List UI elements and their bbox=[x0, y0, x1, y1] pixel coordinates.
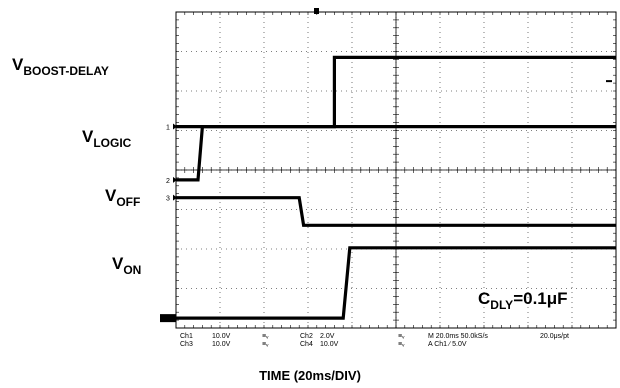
readout-ch2-coupling: ≡ᵥ bbox=[398, 333, 405, 340]
readout-timebase: M 20.0ms 50.0kS/s bbox=[428, 333, 488, 340]
readout-ch4-scale: 10.0V bbox=[320, 341, 339, 348]
channel-marker-2: 2 bbox=[166, 178, 170, 185]
readout-resolution: 20.0μs/pt bbox=[540, 333, 569, 340]
label-voff: VOFF bbox=[105, 186, 141, 209]
readout-trigger: A Ch1 ∕ 5.0V bbox=[428, 341, 467, 348]
readout-ch4-coupling: ≡ᵥ bbox=[398, 341, 405, 348]
readout-ch3: Ch3 bbox=[180, 341, 193, 348]
readout-ch1-coupling: ≡ᵥ bbox=[262, 333, 269, 340]
channel-marker-arrow bbox=[173, 194, 177, 201]
readout-ch2-scale: 2.0V bbox=[320, 333, 335, 340]
channel-marker-arrow bbox=[173, 123, 177, 130]
trigger-position-marker bbox=[314, 8, 319, 14]
trace-logic bbox=[176, 124, 616, 182]
readout-ch1: Ch1 bbox=[180, 333, 193, 340]
trace-on bbox=[176, 246, 616, 320]
ground-marker-block bbox=[160, 314, 176, 323]
x-axis-label: TIME (20ms/DIV) bbox=[259, 368, 361, 383]
readout-ch2: Ch2 bbox=[300, 333, 313, 340]
traces bbox=[160, 55, 616, 323]
readout-ch3-coupling: ≡ᵥ bbox=[262, 341, 269, 348]
cdly-annotation: CDLY=0.1μF bbox=[478, 289, 568, 312]
readout-ch4: Ch4 bbox=[300, 341, 313, 348]
channel-markers: 1 2 3 bbox=[166, 123, 177, 203]
channel-marker-1: 1 bbox=[166, 125, 170, 132]
trace-off bbox=[176, 196, 616, 227]
channel-marker-3: 3 bbox=[166, 196, 170, 203]
channel-marker-arrow bbox=[173, 176, 177, 183]
label-vboost-delay: VBOOST-DELAY bbox=[12, 55, 109, 78]
label-von: VON bbox=[112, 254, 142, 277]
readout-ch1-scale: 10.0V bbox=[212, 333, 231, 340]
readout-ch3-scale: 10.0V bbox=[212, 341, 231, 348]
graticule bbox=[175, 8, 617, 329]
label-vlogic: VLOGIC bbox=[82, 127, 132, 150]
scope-readout: Ch1 10.0V ≡ᵥ Ch2 2.0V ≡ᵥ M 20.0ms 50.0kS… bbox=[180, 333, 569, 348]
